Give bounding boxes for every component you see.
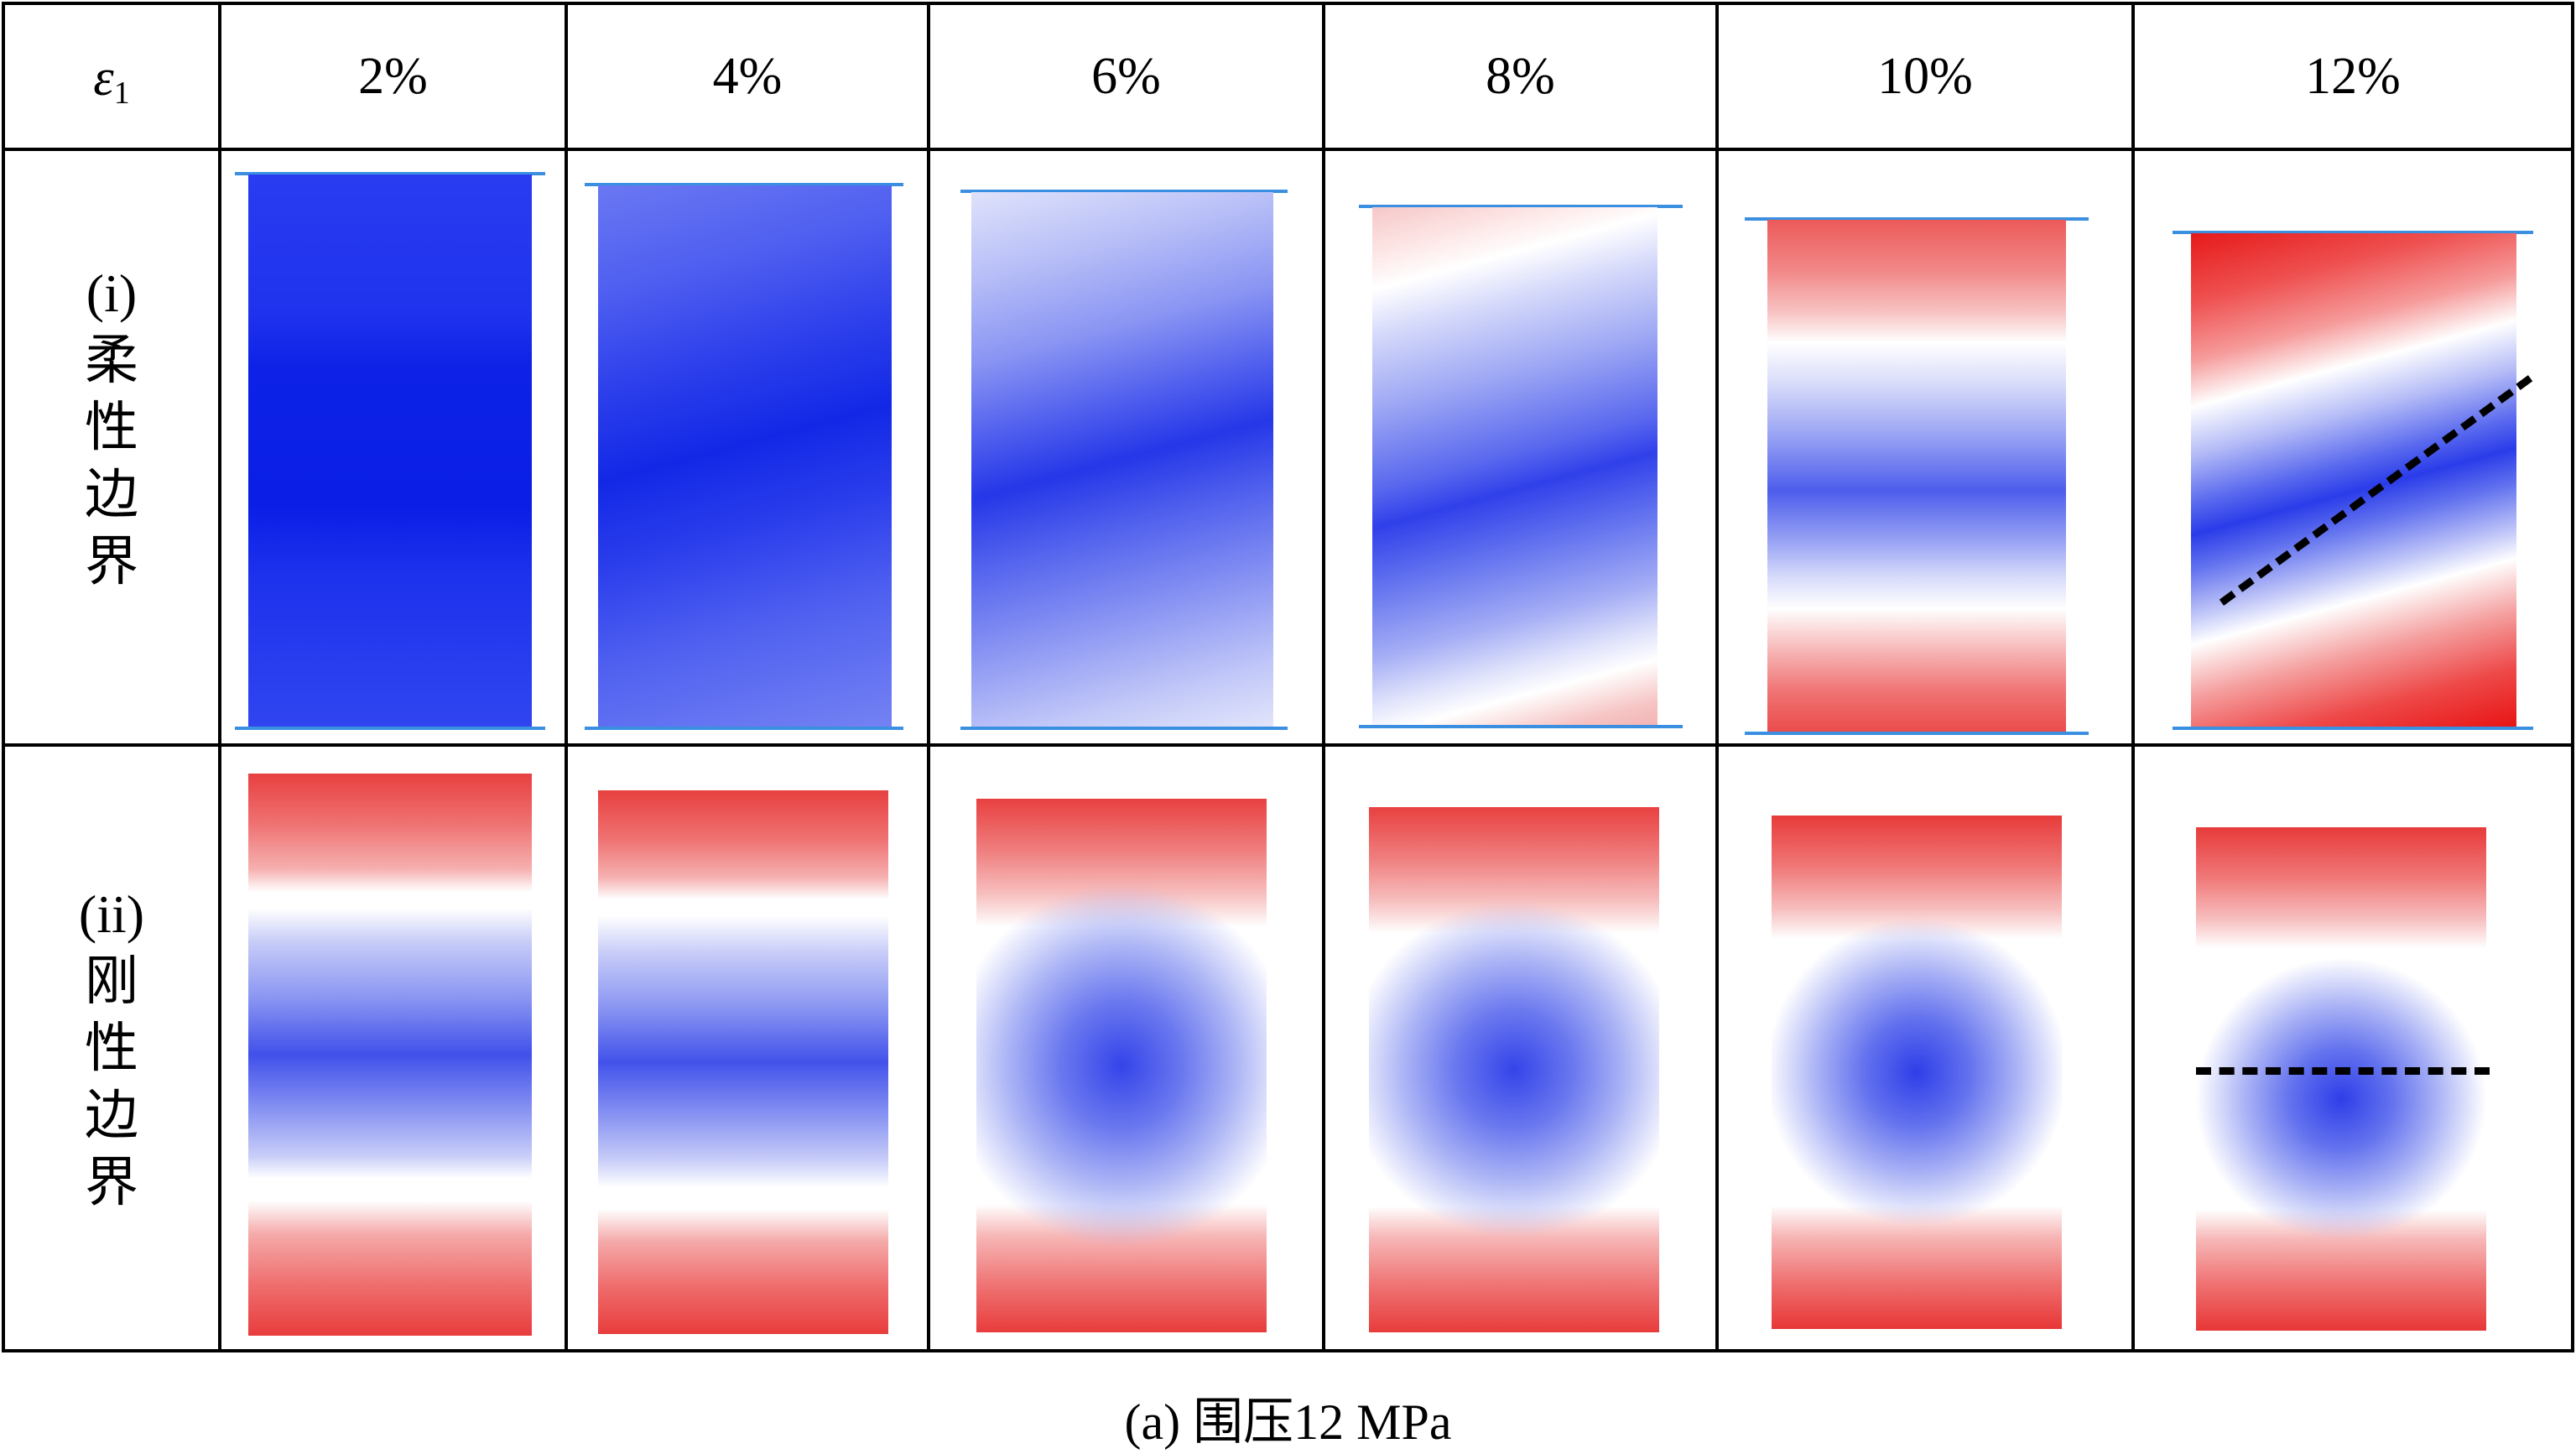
row-divider <box>2 743 2574 747</box>
row-label-flexible-boundary: (i) 柔 性 边 界 <box>61 260 162 596</box>
column-header-8pct: 8% <box>1486 48 1555 105</box>
table-bottom-border <box>2 1349 2574 1352</box>
strain-subscript: 1 <box>113 76 130 111</box>
specimen-flexible-8pct <box>1372 207 1657 725</box>
loading-plate-top <box>2173 231 2533 234</box>
column-divider <box>1715 2 1719 1352</box>
header-row-divider <box>2 148 2574 151</box>
table-left-border <box>2 2 5 1352</box>
loading-plate-bottom <box>2173 727 2533 730</box>
row-char: 界 <box>85 1153 138 1212</box>
figure-caption: (a) 围压12 MPa <box>1124 1394 1452 1450</box>
specimen-flexible-4pct <box>598 185 892 727</box>
loading-plate-bottom <box>1359 725 1683 728</box>
column-divider <box>565 2 568 1352</box>
column-header-6pct: 6% <box>1091 48 1161 105</box>
specimen-rigid-6pct <box>976 799 1267 1332</box>
specimen-rigid-12pct <box>2196 827 2486 1331</box>
strain-symbol: ε <box>93 50 114 107</box>
loading-plate-top <box>235 172 545 175</box>
loading-plate-top <box>960 190 1288 193</box>
column-divider <box>1322 2 1325 1352</box>
column-header-4pct: 4% <box>712 48 783 105</box>
column-divider <box>218 2 221 1352</box>
row-char: 性 <box>85 398 138 457</box>
specimen-flexible-10pct <box>1767 220 2066 732</box>
specimen-flexible-6pct <box>971 192 1273 727</box>
column-divider <box>2131 2 2135 1352</box>
column-header-10pct: 10% <box>1877 48 1973 105</box>
column-header-12pct: 12% <box>2305 48 2401 105</box>
row-label-rigid-boundary: (ii) 刚 性 边 界 <box>61 881 162 1217</box>
loading-plate-bottom <box>585 727 903 730</box>
row-char: 柔 <box>85 331 138 390</box>
column-divider <box>927 2 930 1352</box>
strain-header: ε1 <box>5 52 218 109</box>
specimen-flexible-2pct <box>248 175 532 727</box>
shear-band-line <box>2196 1067 2490 1075</box>
loading-plate-top <box>1745 217 2089 221</box>
row-index: (ii) <box>78 884 145 944</box>
loading-plate-top <box>585 183 903 186</box>
row-char: 性 <box>85 1019 138 1078</box>
row-char: 界 <box>85 532 138 592</box>
table-top-border <box>2 2 2574 5</box>
specimen-rigid-4pct <box>598 790 888 1334</box>
column-header-2pct: 2% <box>358 48 428 105</box>
specimen-flexible-12pct <box>2191 233 2516 727</box>
specimen-rigid-8pct <box>1369 807 1659 1332</box>
loading-plate-bottom <box>235 727 545 730</box>
loading-plate-bottom <box>1745 732 2089 735</box>
loading-plate-top <box>1359 205 1683 208</box>
specimen-rigid-2pct <box>248 774 532 1336</box>
table-right-border <box>2571 2 2574 1352</box>
row-char: 边 <box>85 465 138 524</box>
row-char: 边 <box>85 1086 138 1145</box>
specimen-rigid-10pct <box>1772 816 2062 1329</box>
row-char: 刚 <box>85 951 138 1011</box>
loading-plate-bottom <box>960 727 1288 730</box>
row-index: (i) <box>86 263 138 323</box>
